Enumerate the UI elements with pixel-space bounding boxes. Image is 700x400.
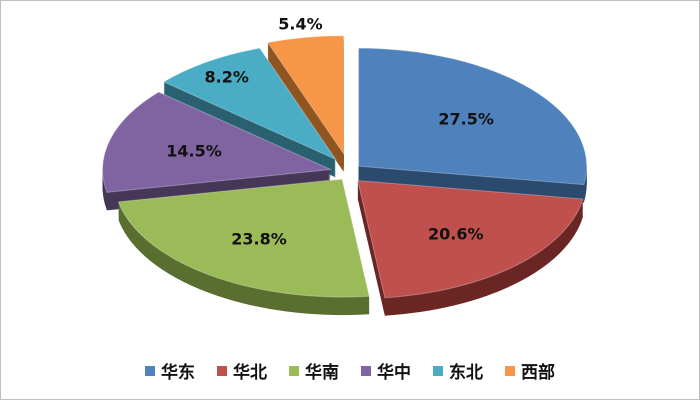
pie-slice-东北: [162, 47, 338, 161]
pie-slice-华南: [117, 178, 370, 298]
legend-item: 华中: [361, 358, 411, 383]
legend-label: 华南: [305, 363, 339, 383]
legend-label: 华中: [377, 363, 411, 383]
legend-swatch: [289, 365, 299, 376]
pie-slice-华东: [358, 47, 588, 186]
legend-swatch: [361, 365, 371, 376]
legend: 华东 华北 华南 华中 东北 西部: [1, 358, 699, 383]
data-label: 14.5%: [166, 142, 222, 161]
data-label: 8.2%: [205, 67, 249, 86]
data-label: 23.8%: [231, 229, 287, 248]
pie-slice-华北: [357, 180, 584, 299]
legend-item: 华东: [145, 358, 195, 383]
legend-swatch: [505, 365, 515, 376]
legend-item: 西部: [505, 358, 555, 383]
legend-item: 东北: [433, 358, 483, 383]
pie-slice-西部: [266, 35, 345, 156]
legend-swatch: [217, 365, 227, 376]
legend-label: 华东: [161, 363, 195, 383]
legend-item: 华北: [217, 358, 267, 383]
data-label: 27.5%: [438, 110, 494, 129]
legend-label: 华北: [233, 363, 267, 383]
data-label: 5.4%: [278, 15, 322, 34]
legend-swatch: [433, 365, 443, 376]
pie-slice-华中: [102, 91, 333, 193]
data-label: 20.6%: [428, 224, 484, 243]
legend-swatch: [145, 365, 155, 376]
legend-label: 西部: [521, 363, 555, 383]
legend-item: 华南: [289, 358, 339, 383]
legend-label: 东北: [449, 363, 483, 383]
